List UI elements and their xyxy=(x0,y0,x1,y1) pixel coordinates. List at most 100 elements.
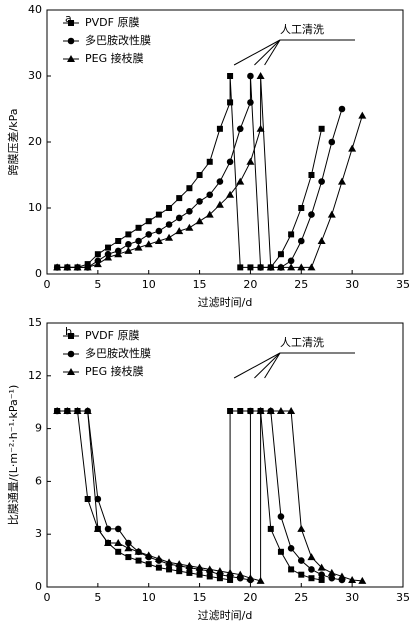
annotation-arrow xyxy=(254,39,281,66)
marker xyxy=(175,214,183,222)
marker xyxy=(206,573,213,580)
y-tick-label: 6 xyxy=(35,474,42,487)
marker xyxy=(288,231,295,238)
marker xyxy=(185,561,194,569)
marker xyxy=(154,554,163,562)
marker xyxy=(67,37,75,45)
series-line xyxy=(57,75,363,268)
marker xyxy=(145,561,152,568)
marker xyxy=(195,217,204,225)
y-tick-label: 0 xyxy=(35,580,42,593)
marker xyxy=(205,210,214,218)
annotation-arrow xyxy=(254,352,281,379)
marker xyxy=(247,407,254,415)
marker xyxy=(206,191,214,199)
marker xyxy=(125,539,132,547)
marker xyxy=(175,227,184,235)
marker xyxy=(84,496,91,502)
x-tick-label: 0 xyxy=(44,278,51,291)
marker xyxy=(288,566,295,573)
marker xyxy=(227,576,234,583)
marker xyxy=(205,565,214,573)
marker xyxy=(196,198,203,205)
marker xyxy=(287,544,295,552)
marker xyxy=(68,333,74,339)
marker xyxy=(114,525,122,533)
legend-label: PVDF 原膜 xyxy=(85,329,139,342)
marker xyxy=(53,263,62,271)
x-tick-label: 30 xyxy=(345,278,359,291)
marker xyxy=(73,263,82,271)
marker xyxy=(144,240,153,248)
marker xyxy=(236,177,245,185)
marker xyxy=(297,263,306,271)
marker xyxy=(277,548,284,555)
marker xyxy=(308,172,315,178)
marker xyxy=(63,263,72,271)
marker xyxy=(297,237,305,245)
marker xyxy=(175,560,184,568)
marker xyxy=(145,218,152,225)
marker xyxy=(68,20,74,26)
marker xyxy=(196,571,203,578)
y-axis-title: 跨膜压差/kPa xyxy=(6,109,20,176)
x-tick-label: 15 xyxy=(193,278,207,291)
annotation-arrow xyxy=(233,352,281,379)
x-tick-label: 35 xyxy=(396,278,410,291)
y-tick-label: 30 xyxy=(28,69,42,82)
marker xyxy=(135,237,142,245)
x-tick-label: 25 xyxy=(294,591,308,604)
marker xyxy=(348,575,357,583)
panel-label: a. xyxy=(65,12,75,25)
marker xyxy=(94,495,102,503)
marker xyxy=(277,251,284,258)
marker xyxy=(337,177,346,185)
marker xyxy=(125,231,132,238)
marker xyxy=(186,208,193,215)
legend-label: PVDF 原膜 xyxy=(85,16,139,29)
marker xyxy=(63,407,72,414)
marker xyxy=(104,539,113,546)
marker xyxy=(196,172,203,178)
marker xyxy=(93,260,102,268)
marker xyxy=(216,125,223,132)
marker xyxy=(135,224,142,231)
marker xyxy=(155,211,162,218)
x-tick-label: 0 xyxy=(44,591,51,604)
marker xyxy=(358,111,367,119)
marker xyxy=(104,525,112,533)
marker xyxy=(125,241,132,248)
marker xyxy=(124,544,133,552)
marker xyxy=(67,55,75,62)
marker xyxy=(206,158,213,165)
plot-frame xyxy=(46,322,404,588)
marker xyxy=(226,190,235,198)
marker xyxy=(125,554,132,561)
marker xyxy=(308,566,315,573)
marker xyxy=(246,574,255,582)
marker xyxy=(298,571,305,578)
y-tick-label: 9 xyxy=(35,422,42,435)
marker xyxy=(93,524,102,532)
marker xyxy=(338,105,346,113)
marker xyxy=(276,407,285,414)
marker xyxy=(257,264,264,271)
x-tick-label: 10 xyxy=(142,591,156,604)
marker xyxy=(318,576,325,583)
x-tick-label: 35 xyxy=(396,591,410,604)
marker xyxy=(287,257,295,265)
marker xyxy=(327,568,336,576)
marker xyxy=(134,243,143,251)
marker xyxy=(114,539,123,546)
marker xyxy=(53,407,62,414)
marker xyxy=(298,205,305,211)
series-line xyxy=(57,75,323,268)
marker xyxy=(308,211,315,218)
marker xyxy=(266,407,275,414)
marker xyxy=(144,551,153,559)
marker xyxy=(67,368,75,375)
x-tick-label: 30 xyxy=(345,591,359,604)
marker xyxy=(227,99,234,106)
marker xyxy=(237,264,244,271)
